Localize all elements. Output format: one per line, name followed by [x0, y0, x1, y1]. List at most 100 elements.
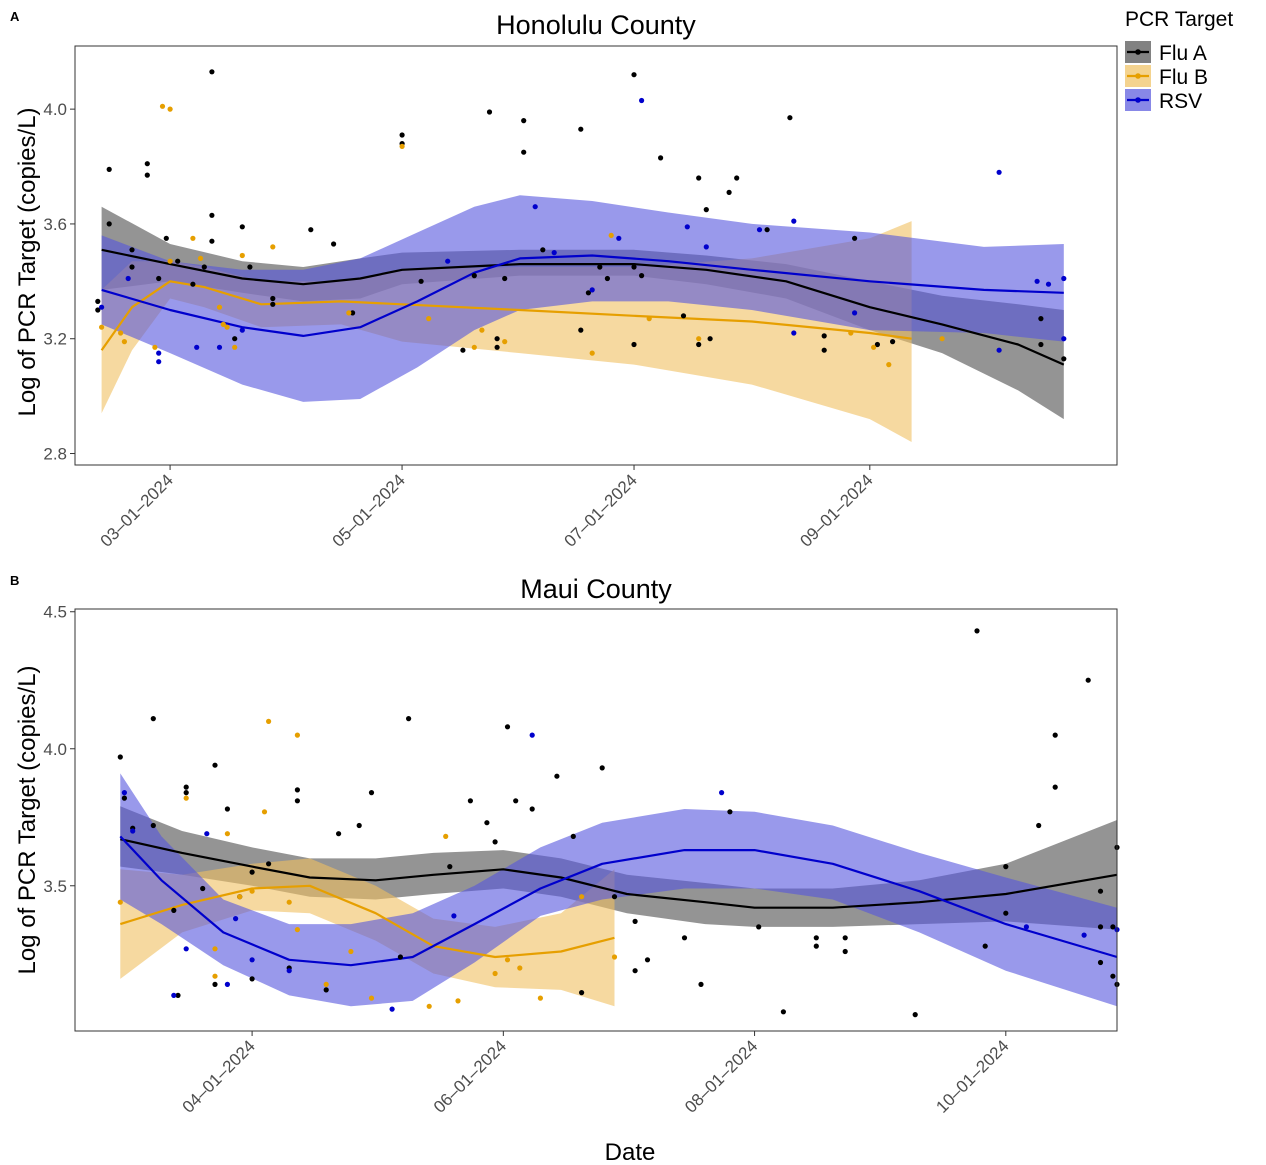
point-flu-a-honolulu-43 — [631, 264, 637, 270]
point-rsv-honolulu-9 — [551, 250, 557, 256]
x-tick-label-honolulu-0: 03–01–2024 — [97, 470, 177, 550]
point-flu-a-maui-45 — [780, 1009, 787, 1015]
panel-letter-a: A — [10, 9, 20, 24]
point-rsv-maui-8 — [286, 968, 292, 974]
point-flu-b-honolulu-1 — [118, 330, 124, 336]
point-flu-a-maui-43 — [727, 809, 733, 815]
point-rsv-honolulu-18 — [852, 310, 858, 316]
point-flu-a-maui-49 — [842, 948, 848, 955]
point-rsv-honolulu-20 — [996, 347, 1002, 353]
point-flu-a-maui-4 — [150, 822, 156, 829]
point-rsv-honolulu-14 — [703, 244, 709, 250]
point-flu-a-honolulu-24 — [399, 132, 405, 138]
point-rsv-honolulu-3 — [156, 359, 162, 365]
point-flu-a-honolulu-30 — [494, 336, 500, 342]
point-flu-b-maui-19 — [504, 957, 511, 963]
point-flu-a-maui-21 — [336, 831, 342, 837]
y-tick-label-honolulu-1: 3.2 — [43, 330, 67, 349]
point-flu-a-maui-9 — [200, 885, 206, 892]
point-rsv-maui-6 — [233, 916, 239, 922]
y-tick-label-maui-0: 3.5 — [43, 877, 67, 896]
point-rsv-maui-7 — [249, 957, 255, 963]
point-flu-a-honolulu-23 — [350, 310, 356, 316]
point-flu-a-honolulu-19 — [270, 295, 276, 302]
point-flu-b-honolulu-11 — [224, 324, 230, 330]
point-flu-a-maui-10 — [212, 762, 218, 768]
point-flu-a-honolulu-42 — [631, 341, 637, 348]
point-flu-a-maui-7 — [183, 784, 189, 790]
point-flu-a-honolulu-48 — [696, 175, 702, 181]
point-flu-a-honolulu-34 — [521, 118, 527, 124]
point-flu-a-honolulu-53 — [764, 227, 770, 233]
point-flu-b-maui-12 — [323, 981, 329, 988]
point-flu-b-honolulu-21 — [589, 350, 595, 356]
point-flu-a-honolulu-56 — [821, 347, 827, 353]
y-tick-label-honolulu-0: 2.8 — [43, 445, 67, 464]
point-flu-a-maui-62 — [1110, 973, 1116, 979]
point-rsv-honolulu-7 — [445, 258, 451, 264]
point-flu-a-maui-14 — [249, 869, 255, 875]
point-flu-a-honolulu-33 — [521, 149, 527, 155]
point-flu-b-maui-11 — [294, 927, 300, 933]
point-flu-a-maui-6 — [175, 992, 181, 999]
point-flu-a-maui-56 — [1052, 732, 1058, 738]
point-flu-a-honolulu-35 — [540, 247, 546, 253]
point-flu-a-maui-63 — [1110, 924, 1116, 930]
fit-line-flu-a-maui — [120, 838, 1118, 909]
point-flu-b-honolulu-7 — [190, 235, 196, 241]
point-flu-a-honolulu-52 — [734, 175, 740, 181]
point-flu-a-honolulu-2 — [106, 166, 112, 172]
point-flu-a-honolulu-3 — [106, 221, 112, 227]
point-rsv-honolulu-10 — [589, 287, 595, 293]
y-tick-label-honolulu-3: 4.0 — [43, 100, 67, 119]
panel-honolulu: A Honolulu County Log of PCR Target (cop… — [10, 9, 1118, 551]
point-rsv-honolulu-23 — [1061, 275, 1067, 282]
point-flu-a-maui-58 — [1085, 677, 1091, 683]
point-flu-a-honolulu-4 — [129, 264, 135, 270]
point-flu-a-honolulu-14 — [209, 238, 215, 244]
point-flu-a-maui-19 — [294, 787, 300, 793]
point-flu-a-maui-54 — [1003, 910, 1009, 916]
legend-label-rsv: RSV — [1159, 90, 1202, 113]
x-axis-title: Date — [605, 1139, 656, 1165]
point-flu-a-honolulu-32 — [502, 275, 508, 282]
point-flu-a-maui-33 — [554, 773, 560, 779]
fit-line-rsv-maui — [119, 835, 1118, 967]
point-flu-a-maui-61 — [1097, 888, 1104, 894]
x-tick-label-maui-3: 10–01–2024 — [932, 1036, 1012, 1116]
point-flu-a-honolulu-54 — [787, 115, 793, 121]
point-flu-a-honolulu-17 — [239, 224, 245, 230]
point-flu-b-honolulu-19 — [479, 327, 485, 333]
point-flu-b-maui-15 — [426, 1003, 432, 1009]
point-rsv-honolulu-22 — [1045, 281, 1052, 287]
point-flu-a-maui-23 — [368, 790, 375, 796]
point-flu-a-honolulu-9 — [163, 235, 169, 241]
point-flu-a-maui-12 — [224, 806, 230, 812]
point-flu-a-maui-31 — [513, 798, 519, 804]
point-flu-a-maui-51 — [974, 628, 980, 634]
point-flu-b-honolulu-0 — [99, 324, 105, 330]
point-flu-a-maui-36 — [599, 765, 605, 771]
point-rsv-honolulu-4 — [194, 344, 200, 350]
point-flu-b-maui-0 — [117, 899, 123, 905]
point-flu-a-maui-48 — [842, 935, 848, 941]
point-flu-a-honolulu-28 — [471, 273, 477, 279]
point-rsv-honolulu-19 — [996, 169, 1002, 175]
point-flu-a-maui-32 — [529, 806, 535, 812]
point-flu-a-honolulu-61 — [1038, 341, 1044, 348]
band-rsv-honolulu — [101, 195, 1064, 402]
point-flu-b-maui-13 — [348, 948, 354, 955]
plot-frame-honolulu — [74, 45, 1118, 466]
point-flu-a-maui-26 — [447, 864, 453, 870]
point-rsv-honolulu-8 — [532, 204, 538, 210]
point-flu-a-maui-60 — [1097, 924, 1104, 930]
point-flu-a-honolulu-46 — [680, 313, 687, 319]
point-rsv-maui-9 — [389, 1006, 395, 1012]
point-flu-a-maui-42 — [698, 981, 704, 988]
point-flu-a-maui-46 — [813, 935, 819, 941]
point-flu-a-honolulu-59 — [890, 339, 896, 345]
point-flu-a-maui-59 — [1097, 959, 1104, 966]
point-flu-a-honolulu-20 — [270, 301, 276, 307]
point-flu-b-honolulu-9 — [216, 304, 223, 310]
